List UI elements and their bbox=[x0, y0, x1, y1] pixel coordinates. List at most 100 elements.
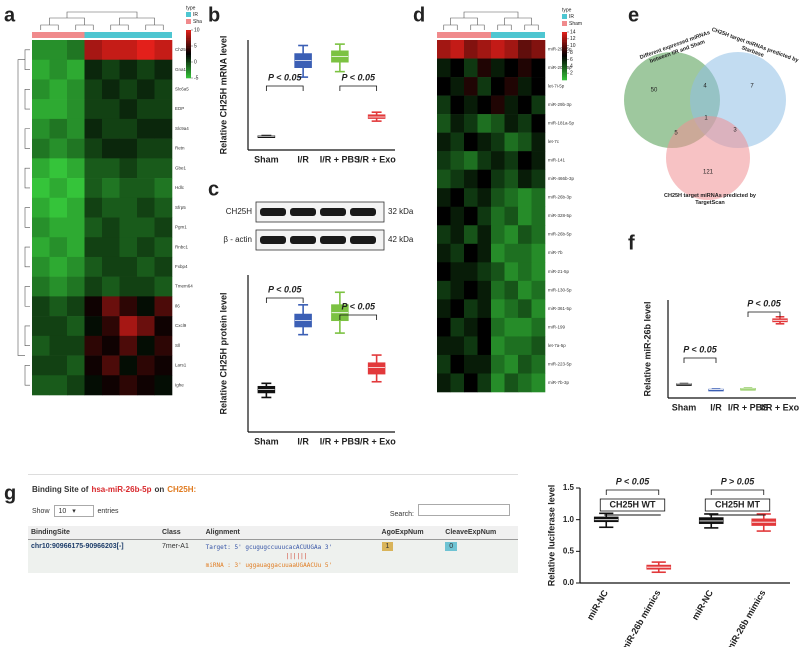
colorbar-step bbox=[562, 78, 567, 81]
x-tick-label: I/R + Exo bbox=[357, 436, 396, 446]
heatmap-cell bbox=[464, 58, 478, 78]
heatmap-cell bbox=[137, 296, 155, 317]
colorbar-step bbox=[562, 33, 567, 36]
region-count: 3 bbox=[733, 128, 737, 134]
colorbar-step bbox=[186, 44, 191, 47]
heatmap-cell bbox=[450, 58, 465, 78]
search-input[interactable] bbox=[418, 504, 510, 516]
x-tick-label: I/R bbox=[297, 154, 309, 164]
heatmap-cell bbox=[137, 316, 155, 337]
heatmap-cell bbox=[464, 336, 478, 356]
heatmap-cell bbox=[437, 58, 451, 78]
heatmap-cell bbox=[137, 355, 155, 376]
header[interactable]: CleaveExpNum bbox=[442, 526, 518, 540]
heatmap-cell bbox=[49, 59, 68, 80]
heatmap-cell bbox=[464, 151, 478, 170]
heatmap-cell bbox=[154, 59, 173, 80]
heatmap-cell bbox=[102, 99, 120, 120]
header-row: BindingSite Class Alignment AgoExpNum Cl… bbox=[28, 526, 518, 540]
header[interactable]: AgoExpNum bbox=[378, 526, 443, 540]
header[interactable]: BindingSite bbox=[28, 526, 159, 540]
legend-label: IR bbox=[569, 14, 574, 20]
heatmap-cell bbox=[154, 178, 173, 199]
heatmap-cell bbox=[491, 336, 505, 356]
y-axis-title: Relative CH25H mRNA level bbox=[218, 36, 228, 155]
colorbar-step bbox=[562, 48, 567, 50]
heatmap-cell bbox=[477, 336, 492, 356]
significance-label: P < 0.05 bbox=[342, 72, 376, 82]
heatmap-cell bbox=[102, 40, 120, 61]
heatmap-cell bbox=[491, 77, 505, 96]
row-label: Sfrp5 bbox=[175, 205, 186, 210]
heatmap-cell bbox=[518, 225, 532, 245]
heatmap-cell bbox=[450, 132, 465, 152]
heatmap-cell bbox=[464, 373, 478, 393]
colorbar-step bbox=[186, 49, 191, 52]
row-label: Ighe bbox=[175, 382, 184, 387]
heatmap-cell bbox=[477, 114, 492, 133]
blot-band bbox=[290, 208, 316, 216]
y-tick-label: 0.5 bbox=[563, 546, 575, 555]
group-label: CH25H MT bbox=[715, 499, 761, 509]
region-count: 5 bbox=[674, 131, 678, 137]
heatmap-cell bbox=[450, 95, 465, 115]
heatmap-cell bbox=[49, 335, 68, 356]
group-box bbox=[704, 498, 771, 512]
heatmap-cell bbox=[464, 132, 478, 152]
heatmap-cell bbox=[32, 217, 50, 238]
heatmap-cell bbox=[102, 256, 120, 277]
heatmap-cell bbox=[504, 114, 519, 133]
header[interactable]: Class bbox=[159, 526, 203, 540]
colorbar-step bbox=[562, 52, 567, 55]
heatmap-cell bbox=[518, 317, 532, 337]
heatmap-cell bbox=[450, 299, 465, 319]
legend-swatch bbox=[562, 14, 567, 19]
heatmap-cell bbox=[477, 373, 492, 393]
heatmap-cell bbox=[102, 375, 120, 396]
row-label: Lars1 bbox=[175, 363, 187, 368]
colorbar-step bbox=[186, 39, 191, 42]
set-label-box: CH25H target miRNAs predicted by TargetS… bbox=[664, 193, 756, 206]
heatmap-cell bbox=[531, 58, 546, 78]
heatmap-cell bbox=[49, 296, 68, 317]
heatmap-cell bbox=[49, 118, 68, 139]
label: Search: bbox=[389, 511, 414, 518]
y-axis-title: Relative luciferase level bbox=[546, 485, 556, 587]
heatmap-cell bbox=[518, 336, 532, 356]
heatmap-cell bbox=[491, 354, 505, 374]
heatmap-cell bbox=[450, 336, 465, 356]
alignment-line: |||||| bbox=[285, 553, 308, 560]
heatmap-cell bbox=[84, 197, 103, 218]
panel-letter: d bbox=[413, 4, 425, 26]
blot-band bbox=[350, 236, 376, 244]
header[interactable]: Alignment bbox=[202, 526, 379, 540]
heatmap-cell bbox=[102, 118, 120, 139]
region-count: 50 bbox=[651, 88, 658, 94]
significance-bracket bbox=[339, 314, 378, 320]
heatmap-cell bbox=[477, 354, 492, 374]
colorbar-label: 10 bbox=[570, 43, 576, 49]
search-control: Search: bbox=[390, 504, 514, 518]
x-tick-label: Sham bbox=[254, 154, 279, 164]
heatmap-cell bbox=[84, 59, 103, 80]
heatmap-cell bbox=[437, 373, 451, 393]
heatmap-cell bbox=[477, 95, 492, 115]
heatmap-cell bbox=[531, 317, 546, 337]
column-annotation bbox=[437, 32, 451, 38]
heatmap-cell bbox=[49, 158, 68, 179]
heatmap-cell bbox=[67, 79, 85, 100]
heatmap-cell bbox=[504, 151, 519, 170]
column-annotation bbox=[531, 32, 545, 38]
page-size-select[interactable]: 10 ▾ bbox=[53, 505, 94, 517]
colorbar-label: 4 bbox=[570, 64, 573, 70]
colorbar-label: 2 bbox=[570, 70, 573, 76]
heatmap-cell bbox=[84, 217, 103, 238]
heatmap-cell bbox=[531, 206, 546, 226]
heatmap-cell bbox=[137, 256, 155, 277]
heatmap-cell bbox=[49, 79, 68, 100]
y-tick-label: 0.0 bbox=[563, 578, 575, 587]
colorbar-step bbox=[186, 50, 191, 53]
significance-label: P < 0.05 bbox=[616, 476, 650, 486]
x-tick-label: I/R bbox=[297, 436, 309, 446]
colorbar-step bbox=[562, 38, 567, 41]
